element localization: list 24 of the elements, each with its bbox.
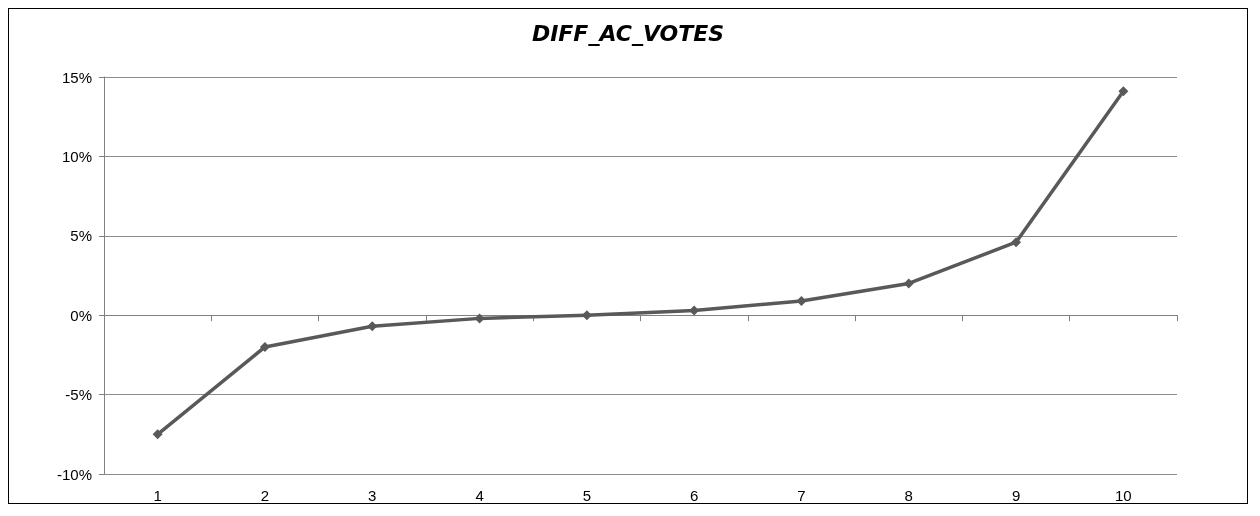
- point: [1011, 237, 1022, 248]
- point: [367, 321, 378, 332]
- x-tick-label: 6: [689, 487, 699, 504]
- x-tick-label: 8: [904, 487, 913, 504]
- x-tick-label: 9: [1011, 487, 1021, 504]
- x-tick-label: 1: [153, 487, 162, 504]
- point: [796, 295, 807, 306]
- x-tick-label: 2: [260, 487, 270, 504]
- point: [259, 341, 270, 352]
- y-tick-label: 15%: [61, 68, 92, 86]
- y-tick-label: -5%: [65, 386, 92, 404]
- y-tick-label: -10%: [56, 465, 92, 483]
- point: [152, 429, 163, 440]
- x-tick-label: 7: [797, 487, 806, 504]
- point: [1118, 86, 1129, 97]
- chart-title: DIFF_AC_VOTES: [531, 20, 725, 46]
- y-tick-label: 0%: [70, 306, 92, 324]
- x-tick-label: 5: [582, 487, 592, 504]
- point: [903, 278, 914, 289]
- x-tick-label: 10: [1115, 487, 1132, 504]
- y-tick-label: 10%: [61, 147, 92, 165]
- y-tick-label: 5%: [70, 227, 92, 245]
- x-tick-label: 4: [475, 487, 484, 504]
- x-tick-label: 3: [368, 487, 377, 504]
